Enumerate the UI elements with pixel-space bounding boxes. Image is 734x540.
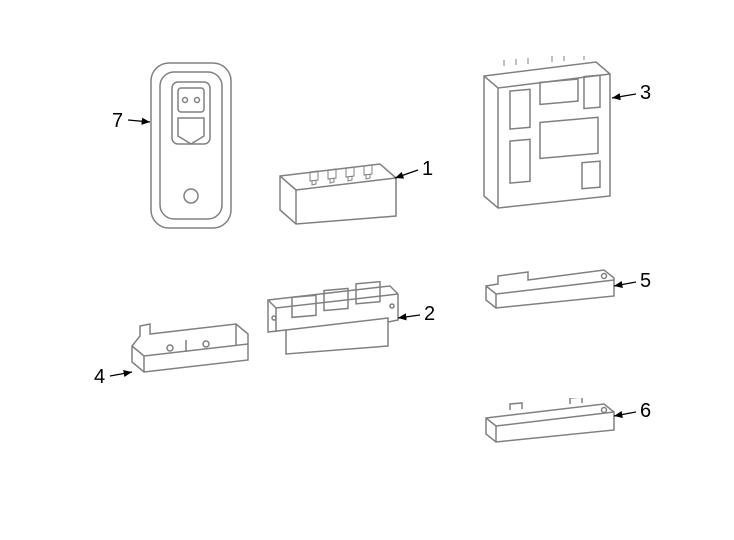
label-7: 7 — [112, 110, 123, 133]
sensor-bar — [128, 318, 253, 380]
label-1: 1 — [422, 158, 433, 181]
bracket-small-top — [480, 262, 620, 312]
label-6: 6 — [640, 400, 651, 423]
connector-block — [270, 158, 400, 228]
label-5: 5 — [640, 270, 651, 293]
label-4: 4 — [94, 366, 105, 389]
bracket-housing — [262, 278, 402, 356]
key-fob — [146, 58, 236, 233]
control-module — [476, 56, 616, 211]
label-3: 3 — [640, 82, 651, 105]
bracket-small-bottom — [480, 398, 620, 446]
label-2: 2 — [424, 303, 435, 326]
